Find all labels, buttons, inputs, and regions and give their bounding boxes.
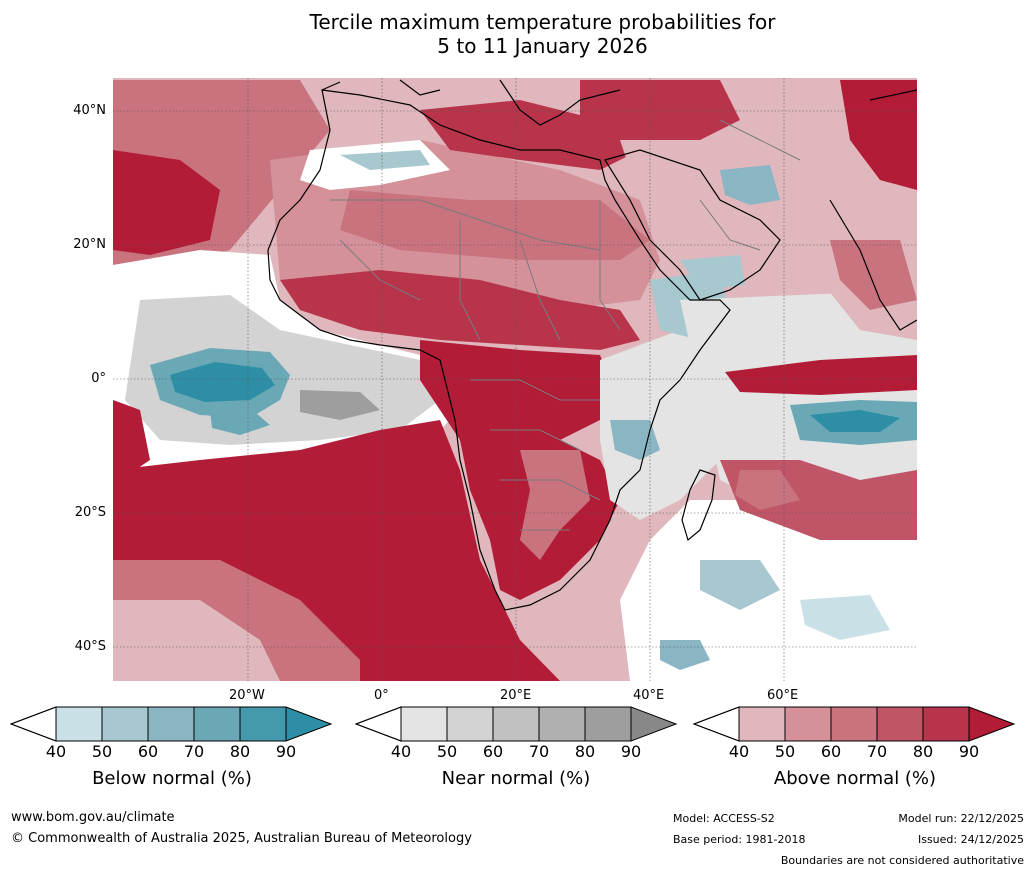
- lat-label-40n: 40°N: [73, 103, 106, 118]
- model-name: Model: ACCESS-S2: [673, 812, 775, 825]
- region-maghreb-below: [340, 150, 430, 170]
- copyright-text: © Commonwealth of Australia 2025, Austra…: [11, 831, 472, 846]
- region-io-below-dots-1: [700, 560, 780, 610]
- colorbar-above-label: Above normal (%): [773, 768, 937, 789]
- colorbar-above-tick: 50: [774, 742, 796, 761]
- colorbar-below-lower-cap: [10, 706, 57, 742]
- region-sahel-above: [280, 270, 640, 350]
- base-period: Base period: 1981-2018: [673, 833, 806, 846]
- country-borders: [330, 119, 801, 531]
- region-n-atlantic-core: [113, 150, 220, 255]
- colorbar-below-tick: 90: [275, 742, 297, 761]
- colorbar-near-swatch-3: [493, 707, 539, 741]
- region-turkey-above: [580, 80, 740, 140]
- region-southern-africa-mid: [520, 450, 590, 560]
- colorbar-near-tick: 50: [436, 742, 458, 761]
- region-arabia-below-2: [680, 255, 745, 290]
- region-io-below-dots-3: [660, 640, 710, 670]
- chart-title: Tercile maximum temperature probabilitie…: [0, 10, 1035, 58]
- lon-label-40e: 40°E: [633, 688, 665, 703]
- colorbar-near-tick: 90: [620, 742, 642, 761]
- lat-label-40s: 40°S: [74, 639, 106, 654]
- region-central-africa-above: [420, 340, 610, 450]
- colorbar-above-tick: 70: [866, 742, 888, 761]
- region-io-below-core: [810, 410, 900, 432]
- colorbar-near-upper-cap: [631, 707, 676, 741]
- colorbar-below-label: Below normal (%): [92, 768, 252, 789]
- colorbar-below-tick: 70: [183, 742, 205, 761]
- lon-label-0: 0°: [374, 688, 389, 703]
- region-io-below-dots-2: [800, 595, 890, 640]
- region-tropical-atlantic-darkgrey: [300, 390, 380, 420]
- map-field: [113, 78, 917, 681]
- colorbar-above-tick: 80: [912, 742, 934, 761]
- colorbar-above-swatch-3: [831, 707, 877, 741]
- colorbar-below-swatch-1: [56, 707, 102, 741]
- europe-coastline: [321, 79, 621, 126]
- issued-date: Issued: 24/12/2025: [917, 833, 1024, 846]
- colorbar-above-lower-cap: [693, 706, 740, 742]
- colorbar-near-tick: 70: [528, 742, 550, 761]
- colorbar-above-swatch-5: [923, 707, 969, 741]
- lon-label-20e: 20°E: [500, 688, 532, 703]
- colorbar-above-upper-cap: [969, 707, 1014, 741]
- model-run-date: Model run: 22/12/2025: [898, 812, 1024, 825]
- website-link[interactable]: www.bom.gov.au/climate: [11, 810, 175, 825]
- graticule: [113, 78, 917, 681]
- colorbar-near-lower-cap: [355, 706, 402, 742]
- lat-label-20s: 20°S: [74, 505, 106, 520]
- colorbar-above-swatches: [693, 706, 1016, 742]
- region-atlantic-below-south: [210, 408, 270, 435]
- lat-label-20n: 20°N: [73, 237, 106, 252]
- colorbar-below-upper-cap: [286, 707, 331, 741]
- colorbar-near-swatch-1: [401, 707, 447, 741]
- colorbar-below-swatch-2: [102, 707, 148, 741]
- colorbar-below-tick: 80: [229, 742, 251, 761]
- madagascar-outline: [681, 469, 716, 542]
- lat-label-equator: 0°: [91, 371, 106, 386]
- region-equatorial-below-core: [170, 362, 275, 402]
- colorbar-near-swatch-2: [447, 707, 493, 741]
- africa-coastline: [267, 89, 731, 611]
- colorbar-above: 40 50 60 70 80 90 Above normal (%): [693, 700, 1018, 790]
- region-arabia-below: [720, 165, 780, 205]
- lon-label-20w: 20°W: [229, 688, 265, 703]
- boundaries-disclaimer: Boundaries are not considered authoritat…: [780, 854, 1024, 867]
- colorbar-above-tick: 90: [958, 742, 980, 761]
- title-line-1: Tercile maximum temperature probabilitie…: [309, 10, 776, 34]
- colorbar-below-swatch-4: [194, 707, 240, 741]
- region-east-africa-below: [610, 420, 660, 460]
- region-west-edge-above: [113, 400, 150, 480]
- colorbar-below-swatch-5: [240, 707, 286, 741]
- title-line-2: 5 to 11 January 2026: [437, 34, 648, 58]
- colorbar-below: 40 50 60 70 80 90 Below normal (%): [10, 700, 335, 790]
- colorbar-near-swatch-5: [585, 707, 631, 741]
- colorbar-above-swatch-4: [877, 707, 923, 741]
- lon-label-60e: 60°E: [767, 688, 799, 703]
- colorbar-above-swatch-1: [739, 707, 785, 741]
- colorbar-below-swatch-3: [148, 707, 194, 741]
- india-coastline: [829, 89, 917, 331]
- colorbar-near-tick: 40: [390, 742, 412, 761]
- colorbar-near-swatch-4: [539, 707, 585, 741]
- region-ne-corner-above: [840, 80, 917, 190]
- colorbar-above-swatch-2: [785, 707, 831, 741]
- colorbar-near-tick: 60: [482, 742, 504, 761]
- colorbar-below-tick: 50: [91, 742, 113, 761]
- colorbar-above-tick: 60: [820, 742, 842, 761]
- colorbar-near-swatches: [355, 706, 678, 742]
- colorbar-below-tick: 40: [45, 742, 67, 761]
- region-io-above-band: [725, 355, 917, 395]
- colorbar-below-swatches: [10, 706, 333, 742]
- region-india-mid: [830, 240, 917, 310]
- colorbar-near: 40 50 60 70 80 90 Near normal (%): [355, 700, 680, 790]
- colorbar-near-label: Near normal (%): [441, 768, 591, 789]
- region-s-atlantic-light: [113, 600, 280, 681]
- region-madagascar-above: [735, 470, 800, 510]
- colorbar-near-tick: 80: [574, 742, 596, 761]
- colorbar-below-tick: 60: [137, 742, 159, 761]
- colorbar-above-tick: 40: [728, 742, 750, 761]
